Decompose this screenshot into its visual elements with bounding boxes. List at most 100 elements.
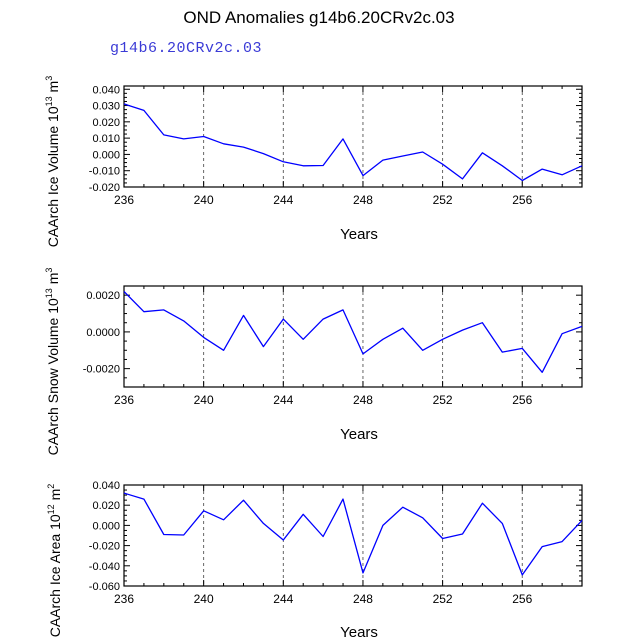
x-tick-label: 236 — [114, 393, 134, 407]
data-point — [521, 574, 523, 576]
x-tick-label: 252 — [433, 393, 453, 407]
data-point — [442, 338, 444, 340]
data-point — [302, 513, 304, 515]
data-point — [561, 174, 563, 176]
data-point — [382, 338, 384, 340]
data-point — [362, 353, 364, 355]
data-point — [283, 318, 285, 320]
data-point — [462, 178, 464, 180]
y-tick-label: -0.040 — [89, 561, 120, 573]
data-point — [123, 291, 125, 293]
x-tick-label: 240 — [194, 193, 214, 207]
y-tick-label: -0.020 — [89, 182, 120, 194]
data-point — [283, 539, 285, 541]
chart-subtitle: g14b6.20CRv2c.03 — [110, 40, 263, 57]
data-point — [362, 572, 364, 574]
data-point — [322, 536, 324, 538]
data-point — [263, 153, 265, 155]
data-point — [382, 159, 384, 161]
y-tick-label: 0.020 — [92, 500, 120, 512]
x-axis-label: Years — [340, 426, 378, 443]
x-tick-label: 248 — [353, 592, 373, 606]
x-tick-label: 240 — [194, 393, 214, 407]
series-line — [123, 103, 583, 182]
y-axis-label: CAArch Ice Area 1012 m2 — [46, 484, 63, 638]
data-point — [462, 329, 464, 331]
y-tick-label: 0.000 — [92, 149, 120, 161]
data-point — [263, 346, 265, 348]
data-point — [581, 520, 583, 522]
data-point — [223, 143, 225, 145]
data-point — [302, 338, 304, 340]
y-axis-label-exponent: 13 — [44, 288, 54, 298]
data-point — [442, 163, 444, 165]
y-axis-label-unit-exponent: 3 — [44, 268, 54, 273]
data-point — [402, 155, 404, 157]
y-axis-label-main: CAArch Ice Area 10 — [47, 514, 63, 637]
plot-frame — [123, 285, 583, 388]
data-point — [163, 134, 165, 136]
x-tick-label: 248 — [353, 193, 373, 207]
data-point — [203, 136, 205, 138]
data-point — [422, 517, 424, 519]
data-point — [263, 523, 265, 525]
data-point — [243, 315, 245, 317]
y-axis-label-main: CAArch Snow Volume 10 — [45, 298, 61, 455]
data-point — [143, 110, 145, 112]
x-tick-label: 236 — [114, 193, 134, 207]
data-point — [482, 152, 484, 154]
y-tick-label: 0.040 — [92, 480, 120, 492]
y-axis-label-main: CAArch Ice Volume 10 — [45, 106, 61, 247]
y-tick-label: 0.000 — [92, 520, 120, 532]
y-axis-label-unit-exponent: 2 — [46, 484, 56, 489]
x-tick-label: 256 — [512, 393, 532, 407]
data-point — [382, 525, 384, 527]
data-point — [502, 351, 504, 353]
panel-3: 236 240 244 248 252 256 0.040 0.020 0.000 -0.020 -… — [46, 480, 583, 638]
x-tick-label: 244 — [273, 393, 293, 407]
x-tick-label: 248 — [353, 393, 373, 407]
data-point — [342, 498, 344, 500]
data-point — [143, 498, 145, 500]
x-tick-label: 240 — [194, 592, 214, 606]
data-point — [521, 180, 523, 182]
data-point — [322, 318, 324, 320]
y-tick-label: -0.0020 — [83, 364, 120, 376]
panel-1: 236 240 244 248 252 256 0.040 0.030 0.020 0.010 0.… — [44, 76, 583, 247]
data-point — [183, 320, 185, 322]
x-tick-label: 236 — [114, 592, 134, 606]
x-tick-label: 256 — [512, 193, 532, 207]
data-point — [521, 348, 523, 350]
y-axis-label-unit: m — [45, 273, 61, 289]
data-point — [183, 534, 185, 536]
y-axis-label: CAArch Ice Volume 1013 m3 — [44, 76, 61, 247]
y-axis-label-exponent: 13 — [44, 96, 54, 106]
data-point — [541, 168, 543, 170]
data-point — [143, 311, 145, 313]
plot-frame — [123, 484, 583, 587]
y-tick-label: 0.040 — [92, 84, 120, 96]
y-tick-label: 0.0020 — [86, 290, 120, 302]
y-tick-label: 0.0000 — [86, 327, 120, 339]
series-line — [123, 492, 583, 576]
series-line — [123, 291, 583, 373]
data-point — [561, 541, 563, 543]
data-point — [243, 499, 245, 501]
data-point — [342, 138, 344, 140]
y-tick-label: 0.010 — [92, 133, 120, 145]
data-point — [243, 146, 245, 148]
y-tick-label: 0.030 — [92, 101, 120, 113]
x-tick-label: 256 — [512, 592, 532, 606]
data-point — [223, 519, 225, 521]
data-point — [123, 492, 125, 494]
data-point — [283, 161, 285, 163]
data-point — [541, 372, 543, 374]
data-point — [462, 533, 464, 535]
data-point — [123, 103, 125, 105]
data-point — [163, 534, 165, 536]
data-point — [442, 538, 444, 540]
x-tick-label: 244 — [273, 193, 293, 207]
x-axis-label: Years — [340, 226, 378, 243]
data-point — [342, 309, 344, 311]
